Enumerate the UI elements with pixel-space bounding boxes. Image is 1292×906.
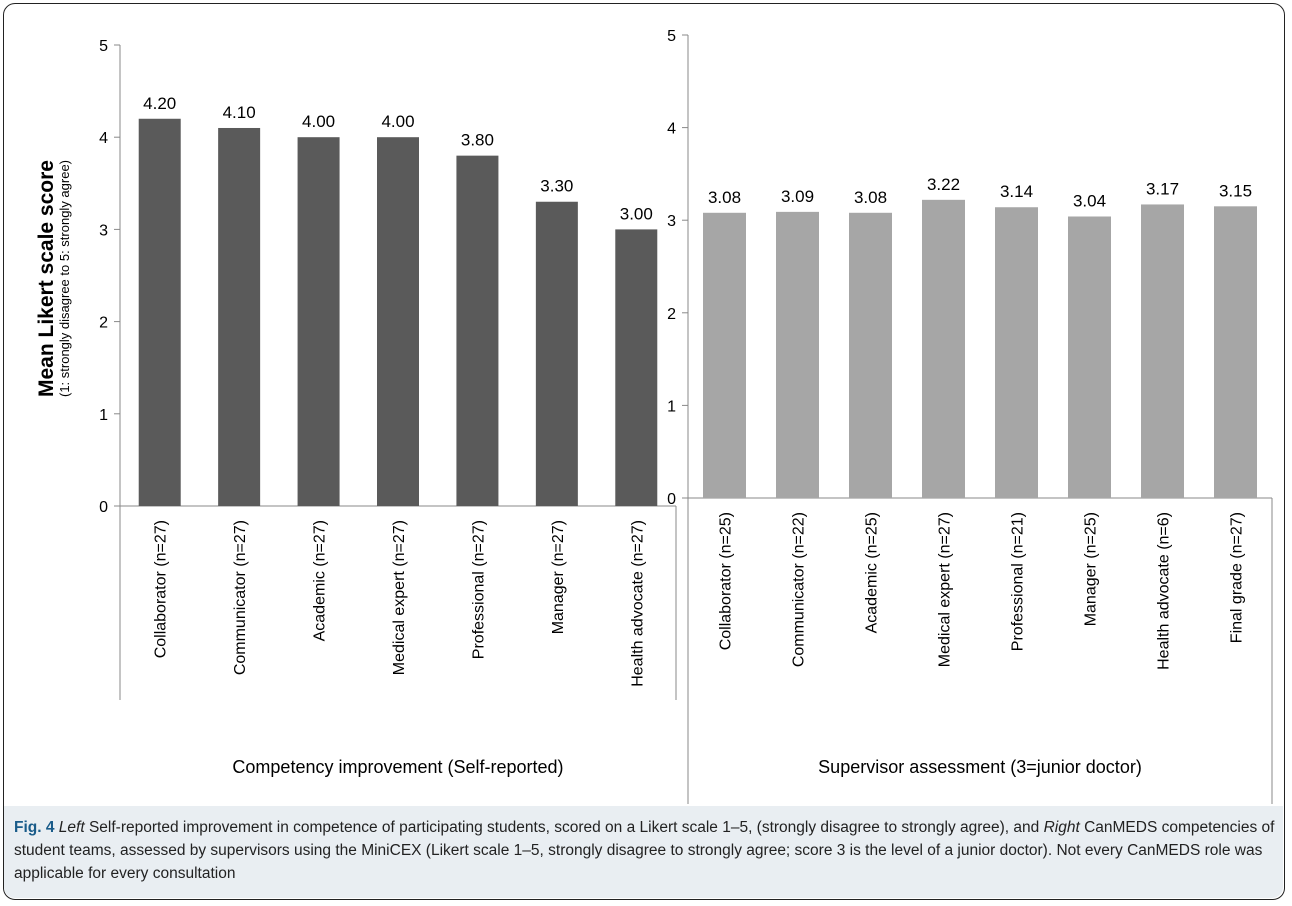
left-bar <box>138 118 181 506</box>
left-data-label: 3.00 <box>620 204 653 223</box>
left-y-tick-label: 1 <box>99 407 108 424</box>
right-bar <box>1141 204 1184 498</box>
left-y-tick-label: 3 <box>99 222 108 239</box>
left-category-label: Professional (n=27) <box>470 520 487 659</box>
right-y-tick-label: 5 <box>667 28 676 45</box>
right-category-label: Medical expert (n=27) <box>937 512 954 667</box>
right-y-tick-label: 4 <box>667 121 676 138</box>
right-bar <box>1068 216 1111 498</box>
right-data-label: 3.15 <box>1219 181 1252 200</box>
right-bar <box>1214 206 1257 498</box>
left-y-tick-label: 5 <box>99 38 108 55</box>
right-data-label: 3.09 <box>781 187 814 206</box>
right-y-tick-label: 1 <box>667 398 676 415</box>
right-x-axis-title: Supervisor assessment (3=junior doctor) <box>818 757 1142 777</box>
caption-left-word: Left <box>58 819 85 836</box>
left-x-axis-title: Competency improvement (Self-reported) <box>232 757 563 777</box>
left-category-label: Collaborator (n=27) <box>153 520 170 658</box>
left-data-label: 4.00 <box>381 112 414 131</box>
right-category-label: Final grade (n=27) <box>1229 512 1246 643</box>
left-bar <box>218 127 261 506</box>
right-bar <box>776 211 819 498</box>
left-y-tick-label: 0 <box>99 499 108 516</box>
right-category-label: Professional (n=21) <box>1010 512 1027 651</box>
right-bar <box>995 207 1038 498</box>
right-data-label: 3.22 <box>927 175 960 194</box>
left-y-tick-label: 2 <box>99 315 108 332</box>
chart-canvas: 0 1 2 3 4 5 4.20 Collaborator (n=27) 4.10 Communi… <box>99 28 1273 804</box>
caption-fig-label: Fig. 4 <box>14 819 55 836</box>
left-category-label: Health advocate (n=27) <box>629 520 646 687</box>
right-category-label: Communicator (n=22) <box>791 512 808 667</box>
left-category-label: Academic (n=27) <box>312 520 329 641</box>
left-chart-ylabel: Mean Likert scale score <box>35 159 58 397</box>
left-bar <box>377 137 419 506</box>
right-category-label: Manager (n=25) <box>1083 512 1100 626</box>
left-bar <box>615 229 658 506</box>
right-data-label: 3.14 <box>1000 182 1033 201</box>
left-data-label: 4.20 <box>143 94 176 113</box>
caption-text-part1: Self-reported improvement in competence … <box>84 819 1044 836</box>
right-category-label: Collaborator (n=25) <box>718 512 735 650</box>
right-data-label: 3.08 <box>854 188 887 207</box>
left-bar <box>297 137 340 506</box>
caption-right-word: Right <box>1043 819 1080 836</box>
right-y-tick-label: 0 <box>667 491 676 508</box>
right-data-label: 3.08 <box>708 188 741 207</box>
left-bar <box>456 155 499 506</box>
left-data-label: 4.10 <box>223 103 256 122</box>
caption-text-part2: CanMEDS competencies of student teams, a… <box>14 819 1275 882</box>
right-data-label: 3.17 <box>1146 179 1179 198</box>
left-category-label: Medical expert (n=27) <box>391 520 408 675</box>
left-data-label: 3.80 <box>461 131 494 150</box>
right-bar <box>703 212 746 499</box>
figure-caption: Fig. 4 Left Self-reported improvement in… <box>14 816 1276 885</box>
left-category-label: Manager (n=27) <box>550 520 567 634</box>
right-category-label: Academic (n=25) <box>864 512 881 633</box>
right-y-tick-label: 2 <box>667 306 676 323</box>
caption-background <box>4 806 1283 898</box>
left-bar <box>535 201 578 507</box>
right-category-label: Health advocate (n=6) <box>1156 512 1173 670</box>
right-bar <box>849 212 892 499</box>
left-chart-ylabel-sub: (1: strongly disagree to 5: strongly agr… <box>57 159 72 397</box>
left-data-label: 4.00 <box>302 112 335 131</box>
right-y-tick-label: 3 <box>667 213 676 230</box>
right-bar <box>922 199 965 498</box>
left-category-label: Communicator (n=27) <box>232 520 249 675</box>
left-y-tick-label: 4 <box>99 130 108 147</box>
right-data-label: 3.04 <box>1073 191 1106 210</box>
left-data-label: 3.30 <box>540 177 573 196</box>
